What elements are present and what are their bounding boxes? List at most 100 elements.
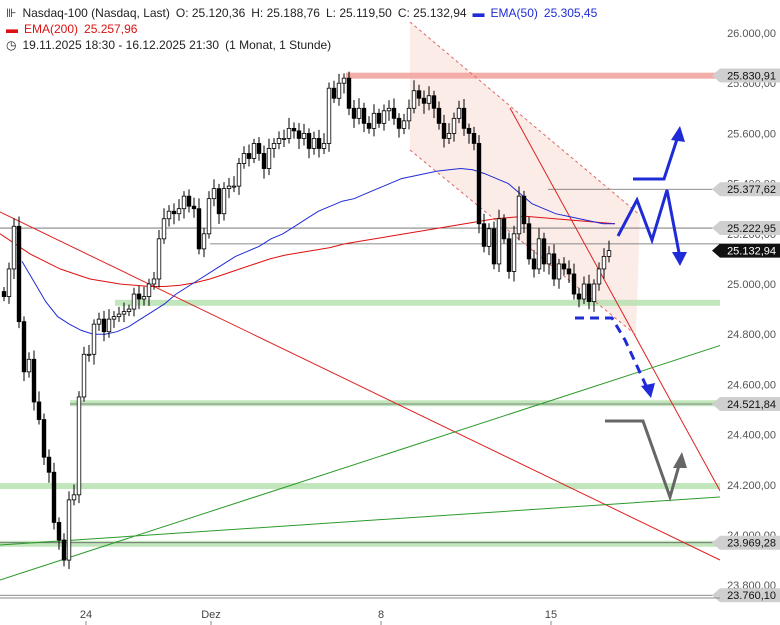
candle-body (331, 87, 337, 99)
ema50-label: EMA(50) (490, 6, 538, 20)
price-tag (712, 182, 780, 197)
candle-body (606, 250, 612, 257)
candle-body (596, 268, 602, 285)
price-tick-label: 24.200,00 (727, 480, 776, 492)
candle-body (191, 205, 197, 210)
ema200-label: EMA(200) (24, 22, 79, 36)
candle-body (231, 185, 237, 188)
candle-body (486, 228, 492, 247)
price-tag-label: 25.377,62 (727, 184, 776, 196)
bear-scenario-path (575, 316, 650, 391)
candle-body (376, 112, 382, 124)
candle-body (561, 263, 567, 270)
bear-arrow-head (641, 383, 655, 398)
candle-body (481, 223, 487, 247)
candle-body (1, 291, 7, 297)
candle-body (126, 308, 132, 313)
trendline-green-steep (0, 325, 780, 581)
candle-body (391, 107, 397, 119)
candle-body (121, 311, 127, 315)
candle-body (251, 143, 257, 159)
candle-body (366, 122, 372, 129)
candle-body (176, 208, 182, 215)
candle-body (571, 273, 577, 295)
candle-body (361, 107, 367, 124)
time-tick-label: 8 (378, 609, 384, 621)
time-tick-label: Dez (201, 609, 221, 621)
candle-body (401, 120, 407, 129)
candle-body (491, 228, 497, 265)
date-range: 19.11.2025 18:30 - 16.12.2025 21:30 (22, 38, 220, 52)
candle-body (101, 318, 107, 333)
candle-body (551, 253, 557, 280)
candle-body (516, 195, 522, 235)
clock-icon: ◷ (6, 38, 17, 52)
time-tick-label: 24 (80, 609, 92, 621)
candle-body (61, 539, 67, 561)
candle-body (586, 283, 592, 302)
candle-body (76, 396, 82, 496)
candle-body (181, 195, 187, 210)
candle-icon: ⊪ (6, 6, 17, 20)
candle-body (156, 238, 162, 280)
candle-body (511, 233, 517, 272)
candle-body (536, 238, 542, 270)
candle-body (256, 143, 262, 154)
candle-body (146, 283, 152, 297)
candle-body (591, 283, 597, 302)
candle-body (346, 77, 352, 109)
candle-body (461, 107, 467, 129)
price-tag-label: 25.222,95 (727, 223, 776, 235)
candle-body (161, 218, 167, 240)
period-label: (1 Monat, 1 Stunde) (225, 38, 332, 52)
candle-body (566, 268, 572, 275)
legend-line-1: ⊪ Nasdaq-100 (Nasdaq, Last) O: 25.120,36 H:… (6, 6, 603, 20)
trendline-red-long (0, 211, 721, 561)
candle-body (11, 225, 17, 270)
candle-body (116, 313, 122, 318)
candle-body (466, 127, 472, 134)
price-tick-label: 24.600,00 (727, 379, 776, 391)
ema50-swatch: ▬ (472, 6, 485, 20)
channel-lower (409, 149, 637, 336)
candle-body (246, 153, 252, 159)
candle-body (56, 522, 62, 541)
candle-body (556, 263, 562, 280)
price-tag-label: 25.132,94 (727, 246, 776, 258)
candle-body (261, 153, 267, 169)
ohlc-low: L: 25.119,50 (325, 6, 392, 20)
price-axis-bg (720, 0, 780, 598)
candle-body (456, 107, 462, 119)
support-zone (0, 483, 780, 490)
price-tag-label: 24.521,84 (727, 399, 776, 411)
bull-arrow-head (671, 126, 685, 142)
candle-body (16, 225, 22, 323)
candle-body (166, 210, 172, 220)
candle-body (96, 318, 102, 325)
candle-body (221, 188, 227, 215)
ema200-value: 25.257,96 (84, 22, 138, 36)
price-tick-label: 26.000,00 (727, 28, 776, 40)
price-tag (712, 588, 780, 603)
candle-body (186, 195, 192, 207)
support-zone (0, 540, 780, 547)
legend-line-2: ▬ EMA(200) 25.257,96 (6, 22, 143, 36)
candle-body (326, 87, 332, 144)
range-scenario-path (616, 189, 682, 259)
channel-upper (409, 21, 641, 216)
candle-body (236, 163, 242, 187)
deep-scenario-path (605, 419, 682, 502)
candle-body (6, 268, 12, 297)
candle-body (296, 130, 302, 139)
candle-body (436, 107, 442, 124)
candle-body (41, 419, 47, 458)
legend-line-3: ◷ 19.11.2025 18:30 - 16.12.2025 21:30 (1 M… (6, 38, 337, 52)
candle-body (51, 471, 57, 523)
candle-body (601, 255, 607, 270)
price-tag-label: 25.830,91 (727, 70, 776, 82)
price-tick-label: 24.400,00 (727, 430, 776, 442)
deep-arrow-head (673, 452, 687, 468)
candle-body (321, 143, 327, 149)
candle-body (411, 90, 417, 109)
